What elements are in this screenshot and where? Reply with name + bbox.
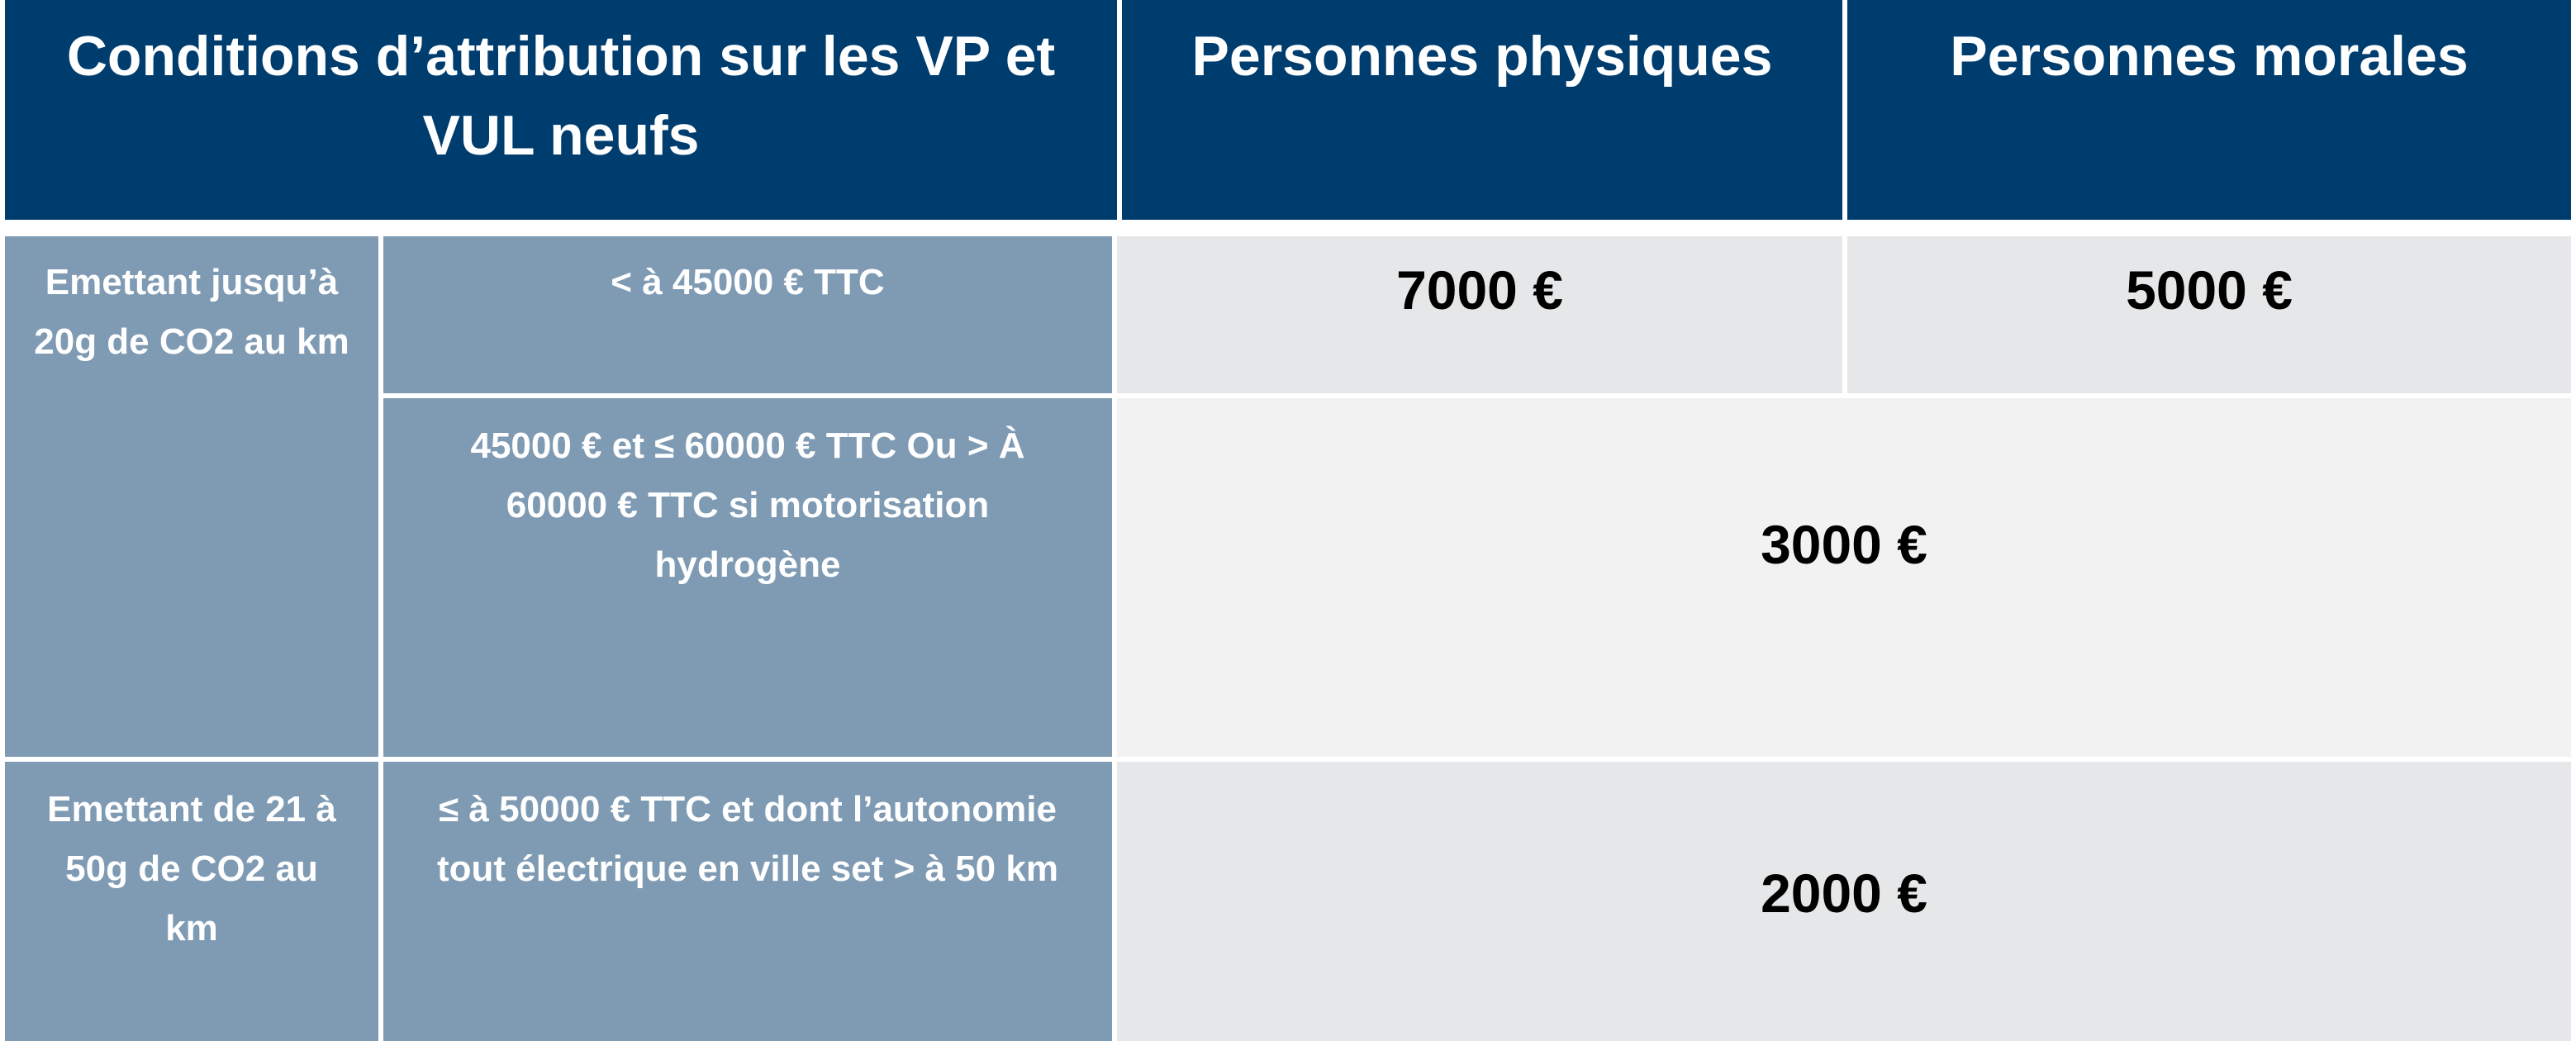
group1-emission-label: Emettant jusqu’à 20g de CO2 au km	[5, 236, 378, 757]
group1-emission-label-text: Emettant jusqu’à 20g de CO2 au km	[34, 262, 349, 362]
group2-amount: 2000 €	[1117, 762, 2571, 1041]
group1-row1-condition-text: < à 45000 € TTC	[611, 262, 885, 302]
group2-condition: ≤ à 50000 € TTC et dont l’autonomie tout…	[383, 762, 1112, 1041]
group1-row2-condition: 45000 € et ≤ 60000 € TTC Ou > À 60000 € …	[383, 398, 1112, 757]
group1-row2-amount-text: 3000 €	[1761, 514, 1927, 575]
header-personnes-morales-text: Personnes morales	[1950, 25, 2469, 88]
group2-amount-text: 2000 €	[1761, 863, 1927, 924]
group2-emission-label-text: Emettant de 21 à 50g de CO2 au km	[47, 789, 336, 948]
group1-row1-condition: < à 45000 € TTC	[383, 236, 1112, 393]
group2-condition-text: ≤ à 50000 € TTC et dont l’autonomie tout…	[437, 789, 1058, 889]
group2-emission-label: Emettant de 21 à 50g de CO2 au km	[5, 762, 378, 1041]
group1-row1-physiques-amount-text: 7000 €	[1396, 259, 1563, 321]
header-personnes-physiques-text: Personnes physiques	[1191, 25, 1773, 88]
group1-row2-amount: 3000 €	[1117, 398, 2571, 757]
group1-row2-condition-text: 45000 € et ≤ 60000 € TTC Ou > À 60000 € …	[470, 425, 1025, 585]
group1-row1-physiques-amount: 7000 €	[1117, 236, 1842, 393]
header-conditions: Conditions d’attribution sur les VP et V…	[5, 0, 1117, 220]
group1-row1-morales-amount-text: 5000 €	[2126, 259, 2293, 321]
group1-row1-morales-amount: 5000 €	[1847, 236, 2571, 393]
header-personnes-physiques: Personnes physiques	[1122, 0, 1842, 220]
header-personnes-morales: Personnes morales	[1847, 0, 2571, 220]
header-conditions-text: Conditions d’attribution sur les VP et V…	[66, 25, 1056, 167]
